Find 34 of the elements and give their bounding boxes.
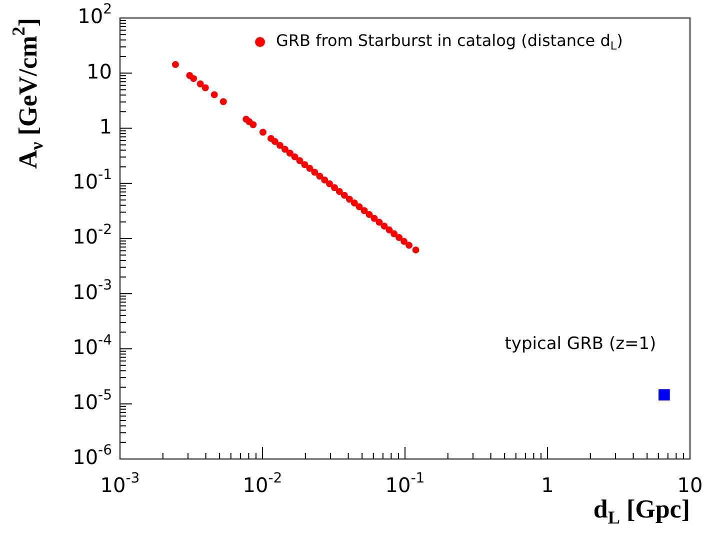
point (396, 234, 403, 242)
point (286, 150, 294, 157)
point (336, 188, 343, 195)
x-tick-label: 1 (541, 473, 554, 498)
point (271, 138, 278, 146)
point (400, 238, 408, 245)
point (370, 214, 378, 222)
point (316, 172, 324, 180)
point (306, 164, 314, 172)
point (346, 196, 353, 203)
point (360, 207, 368, 214)
point (311, 168, 318, 176)
y-axis-title: Aν [GeV/cm2] (8, 18, 46, 169)
point (321, 176, 328, 184)
point (326, 180, 333, 188)
point (350, 200, 358, 207)
point (291, 153, 298, 160)
point (366, 211, 373, 218)
point (380, 222, 388, 230)
point (276, 142, 284, 149)
x-tick-label: 10 (677, 473, 703, 498)
y-tick-label: 10 (86, 59, 112, 84)
point (340, 192, 348, 199)
point (281, 146, 288, 153)
point (330, 184, 338, 192)
point (386, 226, 393, 234)
point (301, 161, 308, 168)
point (376, 218, 383, 226)
point (296, 157, 304, 164)
y-tick-label: 1 (99, 114, 112, 138)
text: typical GRB (z=1) (504, 334, 656, 354)
point (390, 230, 398, 238)
point (356, 203, 363, 210)
point (406, 242, 413, 249)
